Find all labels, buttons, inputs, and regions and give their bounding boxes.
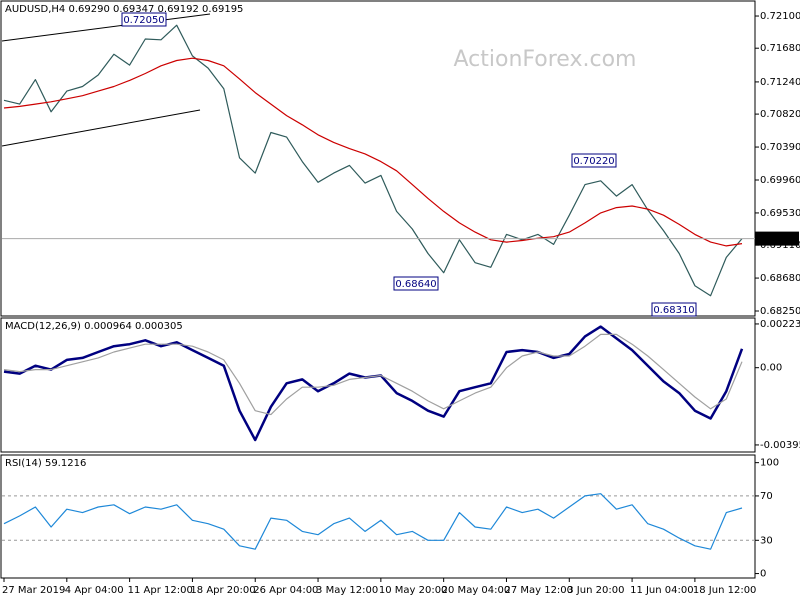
x-tick-label: 27 Mar 2019 [2,585,65,596]
y-tick-label: 0.69960 [760,175,800,186]
annotation-box [121,12,167,27]
price-panel [0,0,756,317]
y-tick-label: -0.00395 [760,440,800,451]
watermark: ActionForex.com [454,47,637,72]
macd-panel [0,317,756,453]
series-line [3,333,743,416]
x-tick-label: 20 May 04:00 [442,585,511,596]
y-tick-label: 0.70820 [760,109,800,120]
y-tick-label: 0.68680 [760,273,800,284]
chart-title: AUDUSD,H4 0.69290 0.69347 0.69192 0.6919… [5,4,243,15]
x-tick-label: 27 May 12:00 [504,585,573,596]
channel-line [1,109,201,147]
x-tick-label: 26 Apr 04:00 [253,585,318,596]
y-tick-label: 0.71240 [760,77,800,88]
annotation-box [571,153,617,168]
rsi-panel [0,454,756,579]
current-price-box [755,231,799,246]
annotation: 0.68640 [395,279,436,290]
current-price-label: 0.69195 [758,234,799,245]
annotation-box [393,276,439,291]
rsi-title: RSI(14) 59.1216 [5,458,86,469]
y-tick-label: 0.002237 [760,319,800,330]
series-line [3,57,743,247]
y-tick-label: 0 [760,569,766,580]
x-tick-label: 10 May 20:00 [379,585,448,596]
y-tick-label: 30 [760,535,773,546]
channel-line [1,13,211,42]
y-tick-label: 0.71680 [760,43,800,54]
y-tick-label: 0.68250 [760,306,800,317]
x-tick-label: 4 Apr 04:00 [65,585,124,596]
series-line [3,493,743,550]
x-tick-label: 18 Jun 12:00 [693,585,757,596]
y-tick-label: 0.00 [760,363,782,374]
x-tick-label: 3 Jun 20:00 [567,585,624,596]
x-tick-label: 3 May 12:00 [316,585,378,596]
series-line [3,24,743,297]
y-tick-label: 0.70390 [760,142,800,153]
macd-title: MACD(12,26,9) 0.000964 0.000305 [5,321,183,332]
y-tick-label: 0.69530 [760,208,800,219]
y-tick-label: 0.72100 [760,11,800,22]
y-tick-label: 100 [760,458,779,469]
annotation: 0.72050 [123,15,164,26]
y-tick-label: 0.69110 [760,240,800,251]
y-tick-label: 70 [760,491,773,502]
annotation: 0.68310 [653,305,694,316]
annotation-box [651,302,697,317]
annotation: 0.70220 [573,156,614,167]
x-tick-label: 11 Jun 04:00 [630,585,694,596]
x-tick-label: 11 Apr 12:00 [128,585,193,596]
x-tick-label: 18 Apr 20:00 [190,585,255,596]
